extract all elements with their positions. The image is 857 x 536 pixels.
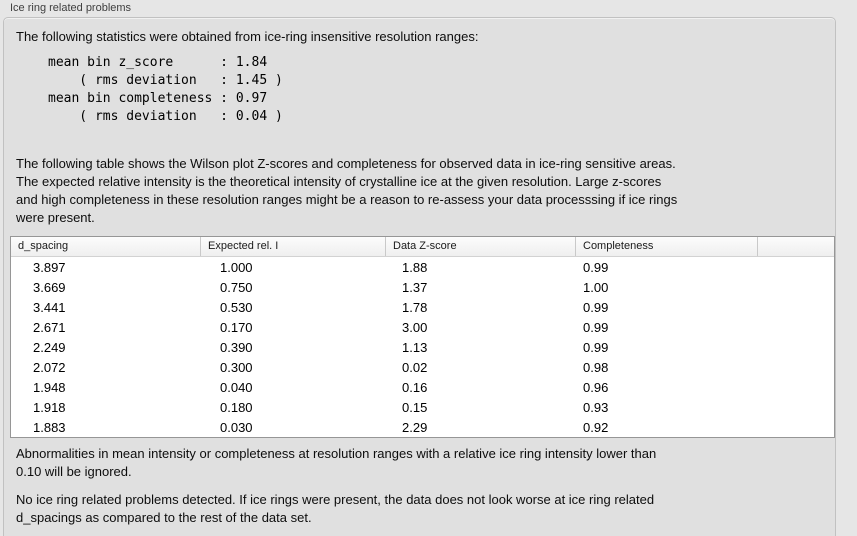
text-line: 0.10 will be ignored.	[16, 464, 132, 479]
text-line: No ice ring related problems detected. I…	[16, 492, 655, 507]
table-cell: 2.072	[33, 359, 66, 375]
table-cell: 0.030	[220, 419, 253, 435]
table-cell: 2.29	[402, 419, 428, 435]
table-cell: 3.00	[402, 319, 428, 335]
column-header: Data Z-score	[385, 237, 575, 256]
table-cell: 0.300	[220, 359, 253, 375]
ice-ring-table: d_spacing Expected rel. I Data Z-score Comp…	[10, 236, 835, 438]
text-line: The expected relative intensity is the t…	[16, 174, 662, 189]
table-row[interactable]: 1.918 0.180 0.15 0.93	[11, 397, 834, 417]
table-cell: 3.897	[33, 259, 66, 275]
table-row[interactable]: 3.441 0.530 1.78 0.99	[11, 297, 834, 317]
table-cell: 1.000	[220, 259, 253, 275]
table-cell: 0.93	[583, 399, 609, 415]
table-cell: 3.669	[33, 279, 66, 295]
conclusion-text: No ice ring related problems detected. I…	[16, 491, 654, 527]
table-cell: 0.16	[402, 379, 428, 395]
table-body: 3.897 1.000 1.88 0.99 3.669 0.750 1.37 1.00 3.44…	[11, 257, 834, 437]
table-cell: 3.441	[33, 299, 66, 315]
table-row[interactable]: 1.883 0.030 2.29 0.92	[11, 417, 834, 437]
text-line: and high completeness in these resolutio…	[16, 192, 678, 207]
table-header-row: d_spacing Expected rel. I Data Z-score Comp…	[11, 237, 834, 257]
table-cell: 0.92	[583, 419, 609, 435]
table-row[interactable]: 2.671 0.170 3.00 0.99	[11, 317, 834, 337]
table-cell: 0.170	[220, 319, 253, 335]
table-row[interactable]: 1.948 0.040 0.16 0.96	[11, 377, 834, 397]
table-cell: 0.180	[220, 399, 253, 415]
table-cell: 0.390	[220, 339, 253, 355]
table-cell: 0.750	[220, 279, 253, 295]
text-line: were present.	[16, 210, 95, 225]
table-cell: 0.02	[402, 359, 428, 375]
text-line: Abnormalities in mean intensity or compl…	[16, 446, 657, 461]
table-row[interactable]: 3.897 1.000 1.88 0.99	[11, 257, 834, 277]
text-line: The following table shows the Wilson plo…	[16, 156, 676, 171]
table-cell: 0.15	[402, 399, 428, 415]
table-cell: 2.671	[33, 319, 66, 335]
table-cell: 1.883	[33, 419, 66, 435]
table-cell: 1.00	[583, 279, 609, 295]
table-cell: 1.918	[33, 399, 66, 415]
table-cell: 0.040	[220, 379, 253, 395]
table-cell: 0.98	[583, 359, 609, 375]
table-description-text: The following table shows the Wilson plo…	[16, 155, 677, 227]
panel-title: Ice ring related problems	[10, 2, 132, 14]
table-cell: 0.99	[583, 319, 609, 335]
table-cell: 0.99	[583, 299, 609, 315]
table-row[interactable]: 2.072 0.300 0.02 0.98	[11, 357, 834, 377]
table-cell: 0.99	[583, 339, 609, 355]
text-line: d_spacings as compared to the rest of th…	[16, 510, 312, 525]
column-header: Expected rel. I	[200, 237, 385, 256]
stats-block: mean bin z_score : 1.84 ( rms deviation …	[48, 55, 283, 124]
table-cell: 1.37	[402, 279, 428, 295]
column-header: d_spacing	[18, 240, 69, 252]
table-cell: 1.948	[33, 379, 66, 395]
table-cell: 0.99	[583, 259, 609, 275]
table-row[interactable]: 2.249 0.390 1.13 0.99	[11, 337, 834, 357]
ignore-threshold-text: Abnormalities in mean intensity or compl…	[16, 445, 656, 481]
table-cell: 1.13	[402, 339, 428, 355]
table-cell: 0.96	[583, 379, 609, 395]
table-row[interactable]: 3.669 0.750 1.37 1.00	[11, 277, 834, 297]
table-cell: 1.78	[402, 299, 428, 315]
column-header	[757, 237, 834, 256]
column-header: Completeness	[575, 237, 757, 256]
intro-text: The following statistics were obtained f…	[16, 29, 479, 44]
table-cell: 1.88	[402, 259, 428, 275]
table-cell: 2.249	[33, 339, 66, 355]
table-cell: 0.530	[220, 299, 253, 315]
